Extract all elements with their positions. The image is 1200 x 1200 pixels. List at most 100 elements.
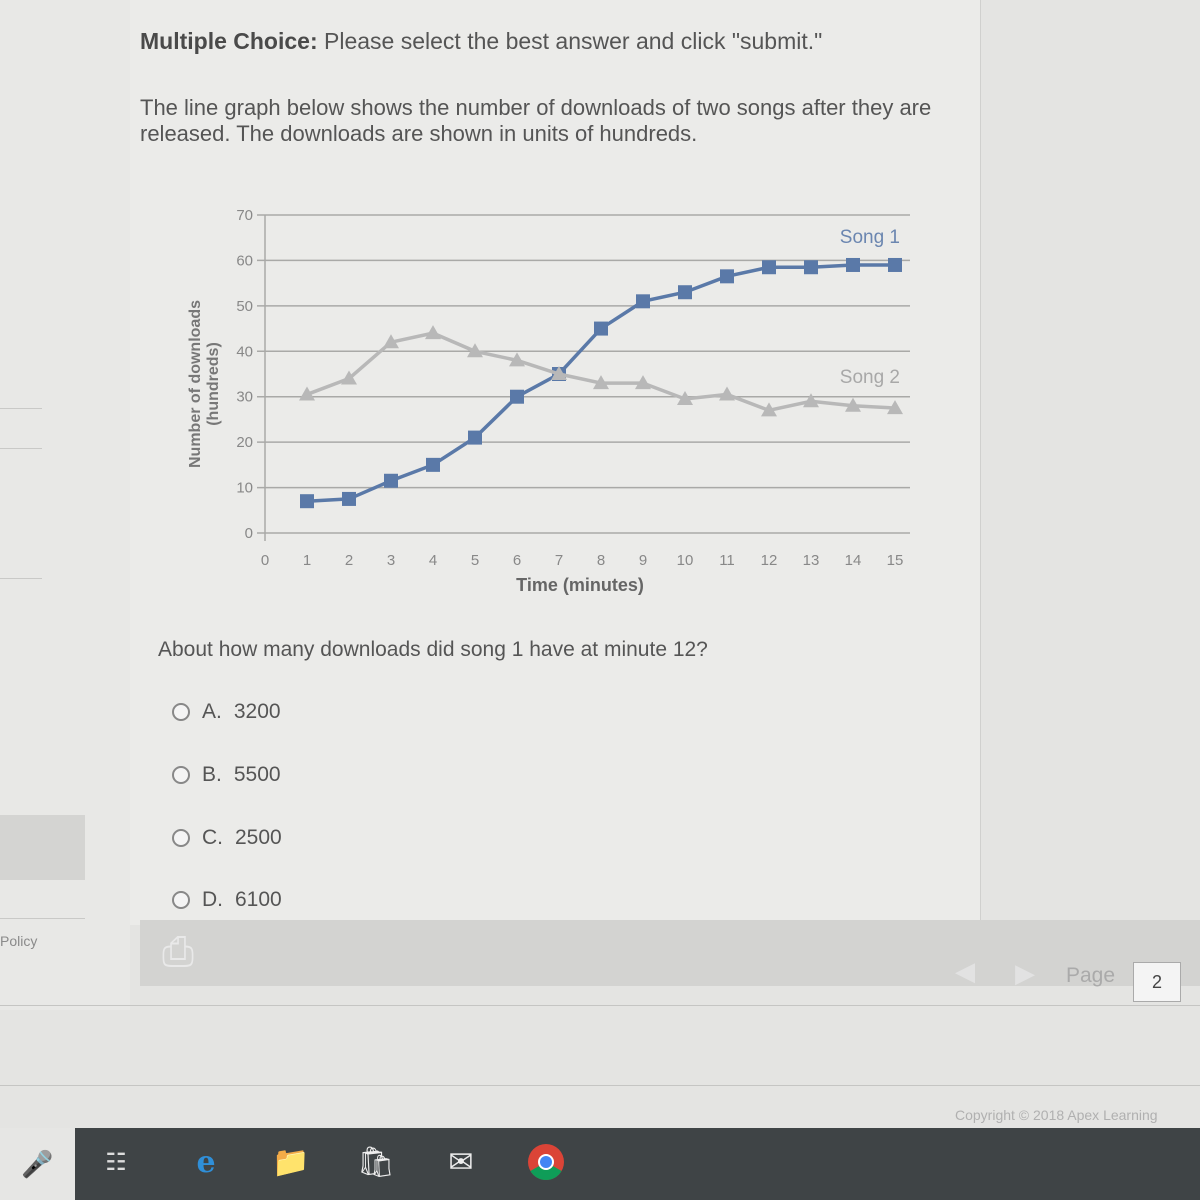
data-point <box>636 294 650 309</box>
x-tick-label: 13 <box>803 552 820 569</box>
data-point <box>803 393 819 408</box>
task-view-icon[interactable]: ☷ <box>105 1149 127 1176</box>
option-letter: B. <box>202 763 222 786</box>
instruction-label: Multiple Choice: <box>140 28 318 54</box>
data-point <box>719 386 735 401</box>
data-point <box>299 386 315 401</box>
left-sidebar: Policy <box>0 0 130 1010</box>
x-tick-label: 10 <box>677 552 694 569</box>
data-point <box>678 285 692 300</box>
instruction-text: Please select the best answer and click … <box>317 28 823 54</box>
print-icon[interactable]: ⎙ <box>162 930 194 974</box>
x-tick-label: 12 <box>761 552 778 569</box>
data-point <box>594 321 608 336</box>
copyright: Copyright © 2018 Apex Learning <box>955 1107 1158 1123</box>
x-tick-label: 2 <box>345 552 353 569</box>
radio-button[interactable] <box>172 703 190 721</box>
x-tick-label: 0 <box>261 552 269 569</box>
x-tick-label: 3 <box>387 552 395 569</box>
data-point <box>383 334 399 349</box>
data-point <box>342 491 356 506</box>
chrome-icon[interactable] <box>525 1142 567 1184</box>
x-tick-label: 9 <box>639 552 647 569</box>
microphone-icon[interactable]: 🎤 <box>0 1128 75 1200</box>
data-point <box>468 430 482 445</box>
y-axis-label: (hundreds) <box>205 342 222 426</box>
option-a[interactable]: A. 3200 <box>172 700 281 724</box>
data-point <box>635 375 651 390</box>
file-explorer-icon[interactable]: 📁 <box>272 1146 310 1179</box>
data-point <box>720 269 734 284</box>
next-arrow-icon[interactable]: ▶ <box>1015 958 1035 988</box>
x-tick-label: 11 <box>719 552 735 569</box>
radio-button[interactable] <box>172 891 190 909</box>
data-point <box>510 389 524 404</box>
y-tick-label: 60 <box>236 252 253 269</box>
option-d[interactable]: D. 6100 <box>172 888 282 912</box>
option-value: 5500 <box>233 763 281 786</box>
data-point <box>762 260 776 275</box>
y-tick-label: 70 <box>236 207 253 224</box>
data-point <box>846 257 860 272</box>
question-text: About how many downloads did song 1 have… <box>158 638 708 661</box>
y-tick-label: 30 <box>236 389 253 406</box>
data-point <box>761 402 777 417</box>
data-point <box>887 400 903 415</box>
series-label: Song 2 <box>840 367 900 388</box>
y-tick-label: 20 <box>236 434 253 451</box>
y-tick-label: 40 <box>236 343 253 360</box>
store-icon[interactable]: 🛍 <box>356 1146 396 1179</box>
divider <box>0 408 42 409</box>
bottom-toolbar: ⎙ ◀ ▶ Page 2 <box>140 920 1200 1002</box>
divider <box>0 1005 1200 1006</box>
x-tick-label: 6 <box>513 552 521 569</box>
data-point <box>467 343 483 358</box>
x-tick-label: 4 <box>429 552 437 569</box>
x-tick-label: 7 <box>555 552 563 569</box>
data-point <box>300 494 314 509</box>
mail-icon[interactable]: ✉ <box>448 1146 474 1179</box>
y-tick-label: 50 <box>236 298 253 315</box>
option-b[interactable]: B. 5500 <box>172 763 281 787</box>
instruction: Multiple Choice: Please select the best … <box>140 28 822 55</box>
option-value: 2500 <box>235 826 282 849</box>
policy-link[interactable]: Policy <box>0 933 38 949</box>
radio-button[interactable] <box>172 829 190 847</box>
previous-arrow-icon[interactable]: ◀ <box>955 956 975 986</box>
data-point <box>845 397 861 412</box>
option-value: 6100 <box>235 888 282 911</box>
x-tick-label: 14 <box>845 552 862 569</box>
question-prompt: The line graph below shows the number of… <box>140 95 932 146</box>
x-tick-label: 1 <box>303 552 311 569</box>
page-number-input[interactable]: 2 <box>1133 962 1181 1002</box>
divider <box>0 918 85 919</box>
option-value: 3200 <box>233 700 281 723</box>
series-label: Song 1 <box>840 227 900 248</box>
x-axis-label: Time (minutes) <box>516 575 644 595</box>
divider <box>0 578 42 579</box>
divider <box>0 1085 1200 1086</box>
page-label: Page <box>1066 964 1116 987</box>
radio-button[interactable] <box>172 766 190 784</box>
option-letter: A. <box>202 700 222 723</box>
data-point <box>677 390 693 405</box>
question-panel: Multiple Choice: Please select the best … <box>130 0 981 925</box>
taskbar: 🎤 ☷ e 📁 🛍 ✉ <box>0 1128 1200 1200</box>
edge-icon[interactable]: e <box>196 1145 216 1180</box>
x-tick-label: 15 <box>887 552 904 569</box>
x-tick-label: 8 <box>597 552 605 569</box>
data-point <box>509 352 525 367</box>
option-c[interactable]: C. 2500 <box>172 826 282 850</box>
option-letter: C. <box>202 826 223 849</box>
data-point <box>426 457 440 472</box>
data-point <box>341 370 357 385</box>
data-point <box>384 473 398 488</box>
divider <box>0 448 42 449</box>
option-letter: D. <box>202 888 223 911</box>
x-tick-label: 5 <box>471 552 479 569</box>
data-point <box>804 260 818 275</box>
data-point <box>593 375 609 390</box>
sidebar-block <box>0 815 85 880</box>
data-point <box>888 257 902 272</box>
